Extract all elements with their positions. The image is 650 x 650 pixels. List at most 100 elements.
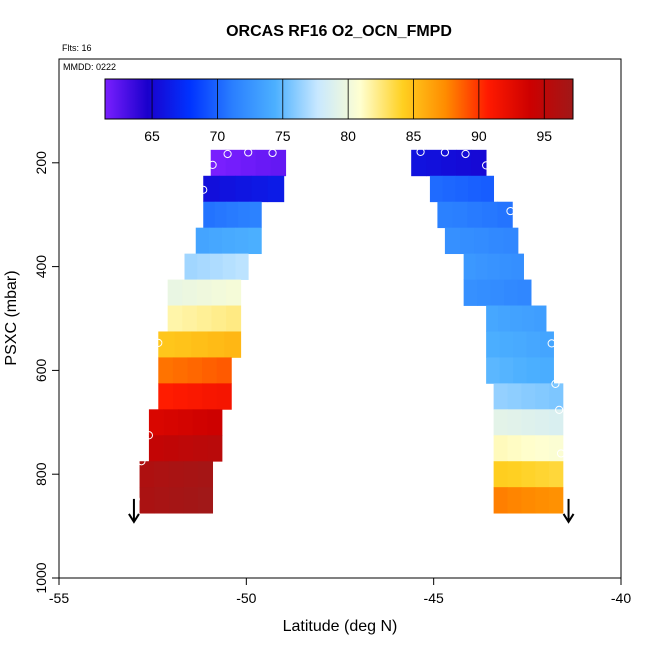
- heatmap-cell: [182, 305, 198, 332]
- heatmap-cell: [139, 461, 155, 488]
- heatmap-cell: [207, 331, 225, 358]
- colorbar-tick-label: 80: [340, 128, 356, 144]
- x-axis: -55 -50 -45 -40: [49, 578, 631, 606]
- heatmap-cell: [549, 487, 564, 514]
- heatmap-cell: [490, 279, 505, 306]
- heatmap-cell: [196, 305, 212, 332]
- heatmap-cell: [482, 201, 498, 229]
- heatmap-cell: [468, 175, 482, 203]
- sample-marker: [244, 148, 253, 157]
- colorbar-tick-label: 95: [536, 128, 552, 144]
- heatmap-cell: [235, 175, 252, 203]
- heatmap-cell: [251, 175, 269, 203]
- heatmap-cell: [225, 149, 242, 177]
- right-profile: [411, 149, 564, 514]
- heatmap-cell: [235, 227, 249, 255]
- heatmap-cell: [493, 383, 508, 410]
- heatmap-cell: [207, 435, 223, 462]
- heatmap-cell: [222, 253, 236, 280]
- heatmap-cell: [455, 175, 469, 203]
- colorbar-tick-label: 70: [210, 128, 226, 144]
- heatmap-cell: [521, 435, 536, 462]
- heatmap-cell: [248, 227, 262, 255]
- heatmap-cell: [535, 435, 550, 462]
- sample-marker: [547, 339, 556, 348]
- sample-marker: [506, 206, 515, 216]
- x-tick-label: -40: [611, 590, 631, 606]
- heatmap-cell: [249, 201, 262, 229]
- heatmap-cell: [456, 149, 472, 177]
- heatmap-cell: [148, 409, 164, 436]
- heatmap-cell: [493, 435, 508, 462]
- heatmap-cell: [255, 149, 272, 177]
- heatmap-cell: [182, 279, 198, 306]
- heatmap-cell: [493, 409, 508, 436]
- heatmap-cell: [521, 383, 536, 410]
- heatmap-cell: [510, 305, 523, 332]
- heatmap-cell: [187, 383, 203, 410]
- heatmap-cell: [452, 201, 468, 229]
- heatmap-cell: [521, 487, 536, 514]
- heatmap-cell: [442, 175, 456, 203]
- heatmap-cell: [437, 201, 453, 229]
- heatmap-cell: [216, 357, 232, 384]
- sample-marker: [440, 148, 450, 157]
- y-tick-label: 200: [33, 151, 49, 175]
- sample-marker: [416, 147, 425, 157]
- heatmap-cell: [224, 331, 242, 358]
- mmdd-label: MMDD: 0222: [63, 62, 116, 72]
- y-tick-label: 400: [33, 255, 49, 279]
- heatmap-cell: [477, 279, 492, 306]
- heatmap-cell: [486, 305, 499, 332]
- heatmap-cell: [203, 175, 220, 203]
- heatmap-cell: [441, 149, 457, 177]
- heatmap-cell: [488, 227, 504, 255]
- x-tick-label: -45: [424, 590, 444, 606]
- heatmap-cell: [203, 201, 216, 229]
- heatmap-cell: [178, 435, 194, 462]
- heatmap-cell: [168, 487, 184, 514]
- heatmap-cell: [198, 487, 214, 514]
- heatmap-cell: [154, 461, 170, 488]
- heatmap-cell: [471, 149, 487, 177]
- heatmap-cell: [202, 383, 218, 410]
- heatmap-cell: [486, 357, 501, 384]
- heatmap-cell: [154, 487, 170, 514]
- heatmap-cell: [498, 305, 511, 332]
- colorbar-tick-label: 85: [406, 128, 422, 144]
- flights-label: Flts: 16: [62, 43, 92, 53]
- heatmap-cell: [198, 461, 214, 488]
- sample-marker: [208, 160, 217, 169]
- heatmap-cell: [475, 253, 489, 280]
- heatmap-cell: [240, 149, 257, 177]
- heatmap-cell: [172, 357, 188, 384]
- heatmap-cell: [517, 279, 532, 306]
- sample-markers: [131, 147, 566, 504]
- x-axis-title: Latitude (deg N): [283, 618, 398, 635]
- heatmap-cell: [211, 305, 227, 332]
- heatmap-cell: [444, 227, 460, 255]
- heatmap-cell: [504, 279, 518, 306]
- sample-marker: [461, 149, 470, 159]
- heatmap-cell: [139, 487, 155, 514]
- y-tick-label: 800: [33, 462, 49, 486]
- colorbar-frame: [104, 78, 574, 120]
- heatmap-cell: [503, 227, 519, 255]
- heatmap-cell: [219, 175, 236, 203]
- y-axis-title: PSXC (mbar): [3, 270, 20, 365]
- heatmap-cell: [507, 435, 522, 462]
- heatmap-cell: [499, 253, 512, 280]
- heatmap-cell: [487, 253, 501, 280]
- heatmap-cell: [511, 253, 524, 280]
- heatmap-cell: [211, 279, 227, 306]
- x-tick-label: -50: [236, 590, 256, 606]
- heatmap-cell: [535, 487, 550, 514]
- heatmap-cell: [549, 435, 564, 462]
- x-tick-label: -55: [49, 590, 69, 606]
- heatmap-cell: [486, 331, 501, 358]
- colorbar: 65 70 75 80 85 90 95: [104, 78, 574, 144]
- heatmap-cell: [267, 175, 285, 203]
- heatmap-cell: [540, 357, 554, 384]
- heatmap-cell: [535, 461, 550, 488]
